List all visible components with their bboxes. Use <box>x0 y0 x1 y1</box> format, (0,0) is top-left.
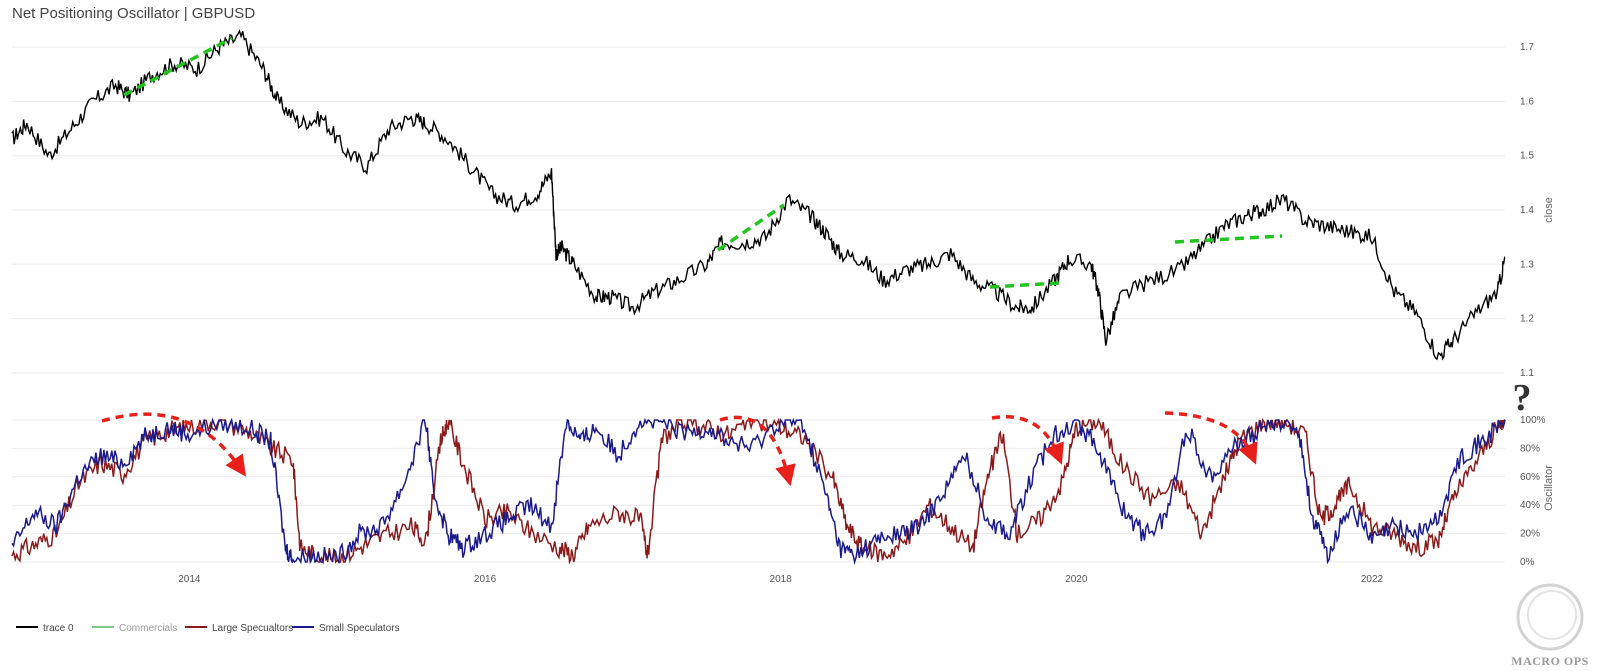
x-tick: 2014 <box>178 574 201 585</box>
x-axis-ticks: 2014 2016 2018 2020 2022 <box>178 574 1383 585</box>
trend-line-2018 <box>717 203 785 252</box>
reversal-arrow-2018 <box>719 415 796 487</box>
price-y-tick: 1.7 <box>1520 42 1534 53</box>
legend-item[interactable]: trace 0 <box>16 623 74 634</box>
x-tick: 2020 <box>1065 574 1088 585</box>
trend-annotations <box>123 36 1283 289</box>
legend-item[interactable]: Large Specualtors <box>185 623 293 634</box>
trend-line-2014 <box>123 36 233 97</box>
macro-ops-logo: MACRO OPS <box>1511 583 1589 668</box>
oscillator-gridlines <box>12 419 1505 563</box>
price-y-tick: 1.2 <box>1520 314 1534 325</box>
oscillator-y-tick: 100% <box>1520 415 1546 426</box>
legend-label: trace 0 <box>43 623 74 634</box>
price-y-tick: 1.1 <box>1520 368 1534 379</box>
oscillator-y-ticks: 0% 20% 40% 60% 80% 100% <box>1520 415 1546 568</box>
oscillator-y-tick: 20% <box>1520 529 1540 540</box>
x-tick: 2016 <box>474 574 497 585</box>
price-gridlines <box>12 46 1505 374</box>
series-line-trace-0 <box>11 29 1506 361</box>
series-line-small-speculators <box>11 417 1506 565</box>
watermark-text: MACRO OPS <box>1511 654 1589 668</box>
oscillator-y-tick: 60% <box>1520 472 1540 483</box>
question-mark-annotation: ? <box>1513 377 1532 419</box>
legend: trace 0 Commercials Large Specualtors Small… <box>16 623 400 634</box>
legend-label: Commercials <box>119 623 177 634</box>
trend-line-2020 <box>989 281 1061 289</box>
oscillator-y-tick: 80% <box>1520 443 1540 454</box>
legend-label: Large Specualtors <box>212 623 293 634</box>
series-line-large-specualtors <box>11 417 1506 565</box>
price-y-tick: 1.3 <box>1520 259 1534 270</box>
chart-title: Net Positioning Oscillator | GBPUSD <box>12 5 256 22</box>
reversal-arrows <box>101 411 1258 487</box>
x-tick: 2018 <box>770 574 793 585</box>
price-y-tick: 1.5 <box>1520 151 1534 162</box>
legend-item[interactable]: Commercials <box>92 623 177 634</box>
reversal-arrow-2014 <box>101 412 246 477</box>
x-tick: 2022 <box>1361 574 1384 585</box>
price-y-ticks: 1.1 1.2 1.3 1.4 1.5 1.6 1.7 <box>1520 42 1534 379</box>
price-y-axis-title: close <box>1543 197 1555 223</box>
reversal-arrow-2021 <box>1164 411 1258 465</box>
price-y-tick: 1.4 <box>1520 205 1534 216</box>
reversal-arrow-2020 <box>991 415 1064 465</box>
oscillator-y-tick: 0% <box>1520 557 1535 568</box>
legend-label: Small Speculators <box>319 623 400 634</box>
oscillator-y-tick: 40% <box>1520 500 1540 511</box>
oscillator-y-axis-title: Oscillator <box>1543 465 1555 511</box>
series-layer <box>11 29 1506 565</box>
trend-line-2021 <box>1174 234 1283 244</box>
price-y-tick: 1.6 <box>1520 96 1534 107</box>
legend-item[interactable]: Small Speculators <box>292 623 400 634</box>
